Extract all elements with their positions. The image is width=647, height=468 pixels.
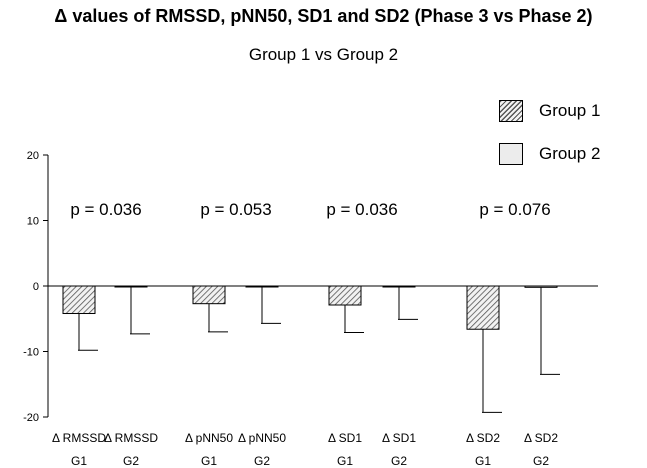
y-tick-label: 10: [27, 216, 39, 228]
p-value-annotation: p = 0.036: [70, 200, 141, 219]
bar: [63, 286, 95, 314]
x-category-label: Δ pNN50: [238, 431, 286, 445]
x-group-label: G2: [533, 454, 549, 468]
p-value-annotation: p = 0.036: [326, 200, 397, 219]
x-group-label: G2: [391, 454, 407, 468]
x-category-label: Δ pNN50: [185, 431, 233, 445]
y-tick-label: 0: [33, 281, 39, 293]
x-category-label: Δ SD2: [524, 431, 558, 445]
bar: [525, 286, 557, 287]
x-group-label: G1: [201, 454, 217, 468]
bar: [467, 286, 499, 329]
bar: [193, 286, 225, 304]
x-category-label: Δ SD1: [328, 431, 362, 445]
x-category-label: Δ SD1: [382, 431, 416, 445]
p-value-annotation: p = 0.053: [200, 200, 271, 219]
p-value-annotation: p = 0.076: [479, 200, 550, 219]
x-group-label: G2: [123, 454, 139, 468]
x-group-label: G2: [254, 454, 270, 468]
y-tick-label: -10: [23, 347, 39, 359]
x-category-label: Δ RMSSD: [104, 431, 158, 445]
bar: [329, 286, 361, 305]
x-group-label: G1: [475, 454, 491, 468]
y-tick-label: 20: [27, 150, 39, 162]
x-group-label: G1: [337, 454, 353, 468]
x-category-label: Δ SD2: [466, 431, 500, 445]
x-group-label: G1: [71, 454, 87, 468]
y-tick-label: -20: [23, 412, 39, 424]
x-category-label: Δ RMSSD: [52, 431, 106, 445]
